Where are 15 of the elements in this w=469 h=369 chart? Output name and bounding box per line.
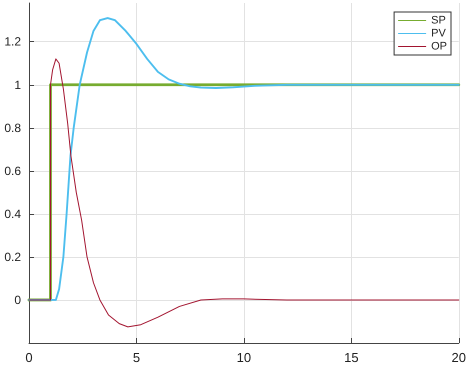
- x-tick-label: 20: [452, 350, 466, 365]
- legend-label: SP: [431, 14, 446, 26]
- y-tick-label: 1.2: [4, 34, 22, 49]
- y-tick-label: 0.2: [4, 250, 22, 264]
- y-tick-label: 0.8: [4, 120, 22, 135]
- x-tick-label: 5: [132, 350, 140, 365]
- y-tick-label: 0.4: [4, 206, 22, 221]
- legend-label: OP: [431, 40, 448, 52]
- y-tick-label: 1: [14, 78, 22, 92]
- y-tick-label: 0: [14, 292, 22, 307]
- legend-label: PV: [431, 28, 446, 40]
- x-tick-label: 15: [344, 350, 359, 365]
- x-tick-label: 10: [236, 350, 252, 365]
- y-tick-label: 0.6: [4, 164, 22, 178]
- x-tick-label: 0: [25, 350, 33, 365]
